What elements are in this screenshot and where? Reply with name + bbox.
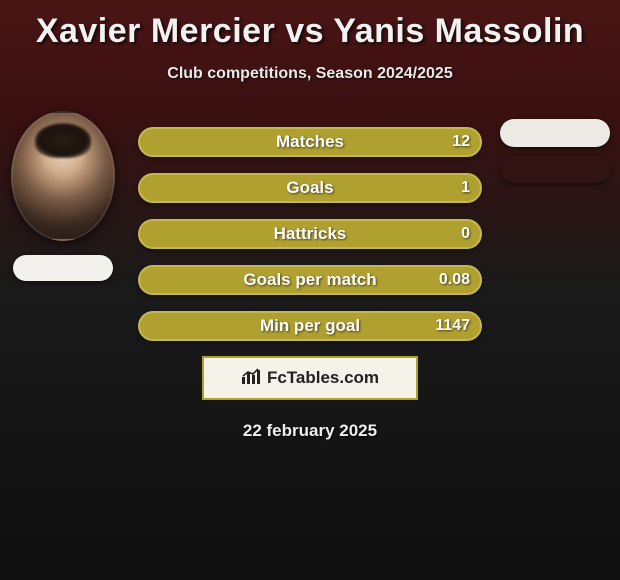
player-left-avatar bbox=[11, 111, 115, 241]
brand-box: FcTables.com bbox=[202, 356, 418, 400]
stat-row-matches: Matches 12 bbox=[138, 127, 482, 157]
comparison-panel: Matches 12 Goals 1 Hattricks 0 Goals per… bbox=[0, 111, 620, 451]
stat-label: Goals per match bbox=[243, 270, 376, 290]
player-right-column bbox=[497, 111, 612, 183]
player-right-club-badge-2 bbox=[500, 155, 610, 183]
stat-value-left: 0 bbox=[461, 225, 470, 243]
stat-label: Hattricks bbox=[274, 224, 347, 244]
stat-label: Goals bbox=[286, 178, 333, 198]
stat-row-min-per-goal: Min per goal 1147 bbox=[138, 311, 482, 341]
stat-label: Min per goal bbox=[260, 316, 360, 336]
stat-row-goals-per-match: Goals per match 0.08 bbox=[138, 265, 482, 295]
stat-value-left: 1147 bbox=[435, 317, 470, 335]
page-title: Xavier Mercier vs Yanis Massolin bbox=[0, 0, 620, 51]
stat-label: Matches bbox=[276, 132, 344, 152]
player-left-club-badge bbox=[13, 255, 113, 281]
date-label: 22 february 2025 bbox=[0, 421, 620, 441]
stat-row-hattricks: Hattricks 0 bbox=[138, 219, 482, 249]
player-right-club-badge-1 bbox=[500, 119, 610, 147]
bar-chart-icon bbox=[241, 367, 263, 390]
stat-value-left: 12 bbox=[452, 133, 470, 151]
stat-bars: Matches 12 Goals 1 Hattricks 0 Goals per… bbox=[138, 127, 482, 357]
stat-value-left: 1 bbox=[461, 179, 470, 197]
stat-value-left: 0.08 bbox=[439, 271, 470, 289]
page-subtitle: Club competitions, Season 2024/2025 bbox=[0, 65, 620, 83]
stat-row-goals: Goals 1 bbox=[138, 173, 482, 203]
brand-label: FcTables.com bbox=[267, 368, 379, 388]
player-left-column bbox=[8, 111, 118, 281]
